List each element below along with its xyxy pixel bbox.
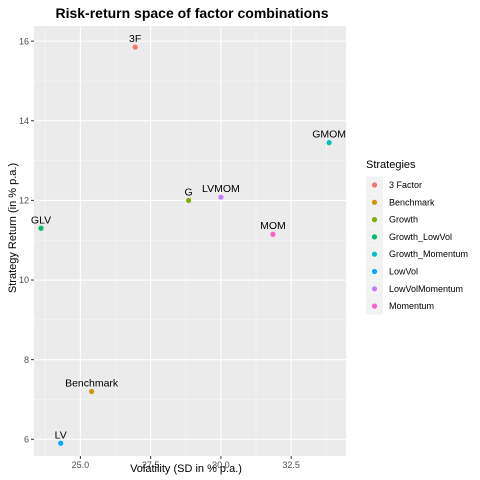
legend-marker bbox=[371, 199, 378, 205]
y-axis-ticks: 6 8 10 12 14 16 bbox=[19, 36, 34, 444]
x-axis-ticks: 25.0 27.5 30.0 32.5 bbox=[72, 456, 300, 470]
legend-label: 3 Factor bbox=[389, 180, 422, 190]
grid-minor bbox=[34, 26, 346, 456]
data-point bbox=[58, 440, 64, 446]
legend-label: Growth_Momentum bbox=[389, 249, 468, 259]
x-tick-label: 27.5 bbox=[142, 460, 160, 470]
legend-label: LowVolMomentum bbox=[389, 284, 463, 294]
y-tick-label: 14 bbox=[19, 116, 29, 126]
x-tick-label: 30.0 bbox=[212, 460, 230, 470]
legend-label: Growth_LowVol bbox=[389, 232, 452, 242]
chart-title: Risk-return space of factor combinations bbox=[55, 5, 328, 21]
x-axis-label: Volatility (SD in % p.a.) bbox=[130, 463, 242, 475]
grid-major bbox=[34, 26, 346, 456]
legend-marker bbox=[371, 234, 378, 240]
legend-label: Momentum bbox=[389, 301, 434, 311]
data-point bbox=[326, 140, 332, 146]
legend-marker bbox=[371, 217, 378, 223]
y-tick-label: 10 bbox=[19, 275, 29, 285]
data-points bbox=[38, 44, 332, 446]
y-tick-label: 6 bbox=[24, 434, 29, 444]
legend-marker bbox=[371, 182, 378, 188]
data-point bbox=[132, 44, 138, 50]
x-tick-label: 32.5 bbox=[282, 460, 300, 470]
data-point-label: GMOM bbox=[312, 129, 346, 141]
legend-label: Growth bbox=[389, 215, 418, 225]
data-point-label: LVMOM bbox=[202, 183, 240, 195]
data-point-label: GLV bbox=[31, 214, 51, 226]
data-point bbox=[38, 225, 44, 231]
y-tick-label: 8 bbox=[24, 355, 29, 365]
legend: Strategies 3 Factor Benchmark Growth Growth… bbox=[366, 159, 468, 315]
data-point-label: MOM bbox=[260, 220, 286, 232]
data-point-label: G bbox=[185, 186, 193, 198]
data-point bbox=[185, 197, 192, 203]
data-point-label: 3F bbox=[129, 33, 141, 45]
data-point bbox=[270, 231, 276, 237]
x-tick-label: 25.0 bbox=[72, 460, 90, 470]
y-tick-label: 12 bbox=[19, 196, 29, 206]
data-point bbox=[89, 388, 95, 395]
y-tick-label: 16 bbox=[19, 36, 29, 46]
y-axis-label: Strategy Return (in % p.a.) bbox=[7, 163, 19, 293]
legend-marker bbox=[371, 286, 378, 292]
data-point-label: Benchmark bbox=[65, 378, 119, 390]
legend-label: LowVol bbox=[389, 267, 418, 277]
legend-marker bbox=[371, 268, 378, 275]
data-point-labels: 3F Benchmark G GLV GMOM LV LVMOM MOM bbox=[31, 33, 346, 441]
legend-marker bbox=[371, 303, 378, 309]
legend-label: Benchmark bbox=[389, 197, 435, 207]
plot-panel bbox=[34, 26, 346, 456]
legend-marker bbox=[371, 251, 378, 257]
data-point-label: LV bbox=[55, 429, 67, 441]
data-point bbox=[218, 194, 224, 200]
legend-title: Strategies bbox=[366, 159, 416, 171]
